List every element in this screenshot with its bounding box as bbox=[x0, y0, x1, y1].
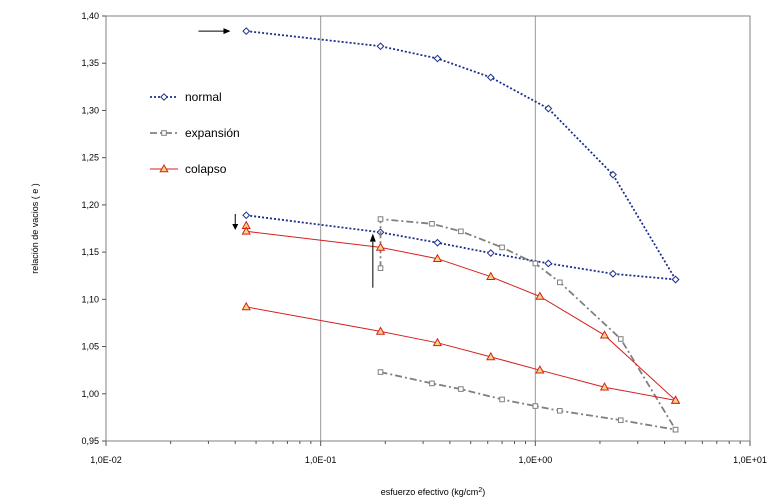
y-tick-label: 1,00 bbox=[81, 389, 99, 399]
y-axis-title: relación de vacios ( e ) bbox=[30, 183, 40, 274]
y-tick-label: 1,20 bbox=[81, 200, 99, 210]
y-tick-label: 1,35 bbox=[81, 58, 99, 68]
series-layer bbox=[241, 27, 681, 433]
legend-label: colapso bbox=[185, 162, 227, 176]
data-point bbox=[544, 259, 553, 268]
arrow-head bbox=[369, 233, 376, 242]
data-point bbox=[671, 275, 680, 284]
data-point bbox=[458, 386, 464, 392]
data-point bbox=[429, 380, 435, 387]
x-tick-label: 1,0E+00 bbox=[518, 455, 552, 465]
annotations bbox=[198, 28, 376, 288]
data-point bbox=[242, 27, 251, 36]
data-point bbox=[670, 395, 681, 404]
data-point bbox=[535, 365, 545, 374]
legend-label: expansión bbox=[185, 126, 240, 140]
arrow-head bbox=[232, 223, 239, 230]
data-point bbox=[376, 42, 385, 51]
x-tick-label: 1,0E-01 bbox=[305, 455, 337, 465]
data-point bbox=[532, 260, 539, 267]
legend-marker bbox=[161, 130, 167, 136]
legend-marker bbox=[159, 163, 169, 173]
data-point bbox=[377, 216, 384, 222]
series-line bbox=[246, 30, 677, 280]
series-line bbox=[246, 214, 676, 281]
data-point bbox=[532, 403, 539, 409]
y-tick-label: 1,30 bbox=[81, 105, 99, 115]
data-point bbox=[544, 104, 553, 113]
data-point bbox=[375, 242, 386, 251]
legend-item-normal: normal bbox=[150, 90, 222, 104]
x-axis-title-sup: 2 bbox=[478, 487, 482, 494]
legend-label: normal bbox=[185, 90, 222, 104]
x-tick-label: 1,0E+01 bbox=[733, 455, 767, 465]
data-point bbox=[609, 269, 617, 278]
data-point bbox=[432, 337, 443, 347]
data-point bbox=[486, 249, 495, 257]
data-point bbox=[556, 407, 563, 414]
data-point bbox=[672, 426, 679, 433]
series-normal bbox=[242, 27, 680, 284]
data-point bbox=[617, 336, 624, 342]
arrow-head bbox=[223, 28, 231, 35]
data-point bbox=[377, 265, 384, 271]
data-point bbox=[486, 73, 495, 82]
data-point bbox=[377, 369, 384, 375]
y-tick-label: 1,25 bbox=[81, 153, 99, 163]
data-point bbox=[599, 382, 610, 391]
legend: normal expansión colapso bbox=[150, 90, 240, 176]
data-point bbox=[241, 226, 251, 235]
data-point bbox=[433, 238, 442, 247]
data-point bbox=[458, 228, 464, 235]
grid-lines bbox=[320, 16, 536, 441]
data-point bbox=[429, 220, 435, 227]
data-point bbox=[375, 326, 386, 335]
data-point bbox=[432, 253, 443, 263]
x-axis-title: esfuerzo efectivo (kg/cm2) bbox=[381, 487, 485, 497]
y-tick-label: 1,05 bbox=[81, 342, 99, 352]
data-point bbox=[556, 279, 563, 286]
series-expansión bbox=[377, 216, 679, 433]
data-point bbox=[499, 396, 505, 403]
legend-item-colapso: colapso bbox=[150, 162, 227, 176]
data-point bbox=[433, 54, 442, 63]
series-line bbox=[380, 371, 676, 431]
x-tick-label: 1,0E-02 bbox=[90, 455, 122, 465]
legend-marker bbox=[160, 93, 168, 101]
data-point bbox=[242, 211, 251, 220]
x-axis-title-end: ) bbox=[482, 487, 485, 497]
y-tick-label: 0,95 bbox=[81, 436, 99, 446]
y-tick-label: 1,15 bbox=[81, 247, 99, 257]
series-line bbox=[245, 225, 676, 401]
x-axis-title-main: esfuerzo efectivo (kg/cm bbox=[381, 487, 479, 497]
data-point bbox=[486, 271, 496, 280]
data-point bbox=[599, 330, 610, 339]
series-line bbox=[379, 218, 677, 431]
y-tick-label: 1,10 bbox=[81, 294, 99, 304]
series-colapso bbox=[241, 220, 681, 404]
y-axis: 0,95 1,00 1,05 1,10 1,15 1,20 1,25 1,30 1,35 1,40 bbox=[81, 11, 106, 446]
data-point bbox=[486, 351, 496, 361]
data-point bbox=[241, 301, 251, 311]
data-point bbox=[535, 291, 545, 300]
y-tick-label: 1,40 bbox=[81, 11, 99, 21]
data-point bbox=[617, 417, 624, 424]
data-point bbox=[609, 170, 617, 179]
legend-item-expansión: expansión bbox=[150, 126, 240, 140]
data-point bbox=[499, 244, 505, 251]
plot-area-frame bbox=[105, 15, 751, 442]
x-axis: 1,0E-02 1,0E-01 1,0E+00 1,0E+01 bbox=[90, 440, 767, 465]
